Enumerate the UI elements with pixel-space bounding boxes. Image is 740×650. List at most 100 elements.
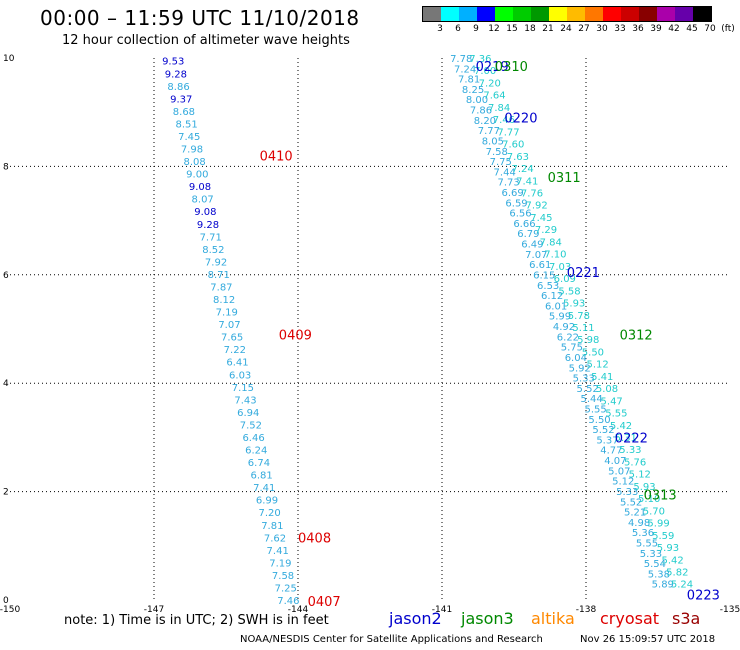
track3-point: 5.70 xyxy=(643,506,665,517)
track3-point: 5.41 xyxy=(591,372,613,383)
track3-point: 7.63 xyxy=(507,152,529,163)
track3-point: 5.08 xyxy=(596,384,618,395)
scale-label: 30 xyxy=(596,24,608,34)
track3-point: 5.11 xyxy=(572,323,594,334)
track3-point: 5.76 xyxy=(624,457,646,468)
track2-point: 5.55 xyxy=(636,539,658,550)
track3-point: 7.76 xyxy=(521,188,543,199)
track1-point: 9.37 xyxy=(170,94,192,105)
track3-point: 5.10 xyxy=(638,494,660,505)
track2-point: 6.79 xyxy=(517,229,539,240)
track3-point: 5.12 xyxy=(629,470,651,481)
track3-point: 7.84 xyxy=(488,103,510,114)
x-tick-label: -141 xyxy=(432,605,452,615)
track2-point: 6.61 xyxy=(529,260,551,271)
track3-point: 5.82 xyxy=(666,568,688,579)
track1-point: 9.53 xyxy=(162,57,184,68)
track2-point: 7.58 xyxy=(486,147,508,158)
track3-point: 7.00 xyxy=(474,66,496,77)
time-label: 0311 xyxy=(548,171,581,186)
scale-swatch xyxy=(441,7,459,21)
track2-point: 5.33 xyxy=(573,374,595,385)
track2-point: 7.07 xyxy=(525,250,547,261)
track3-point: 5.31 xyxy=(615,433,637,444)
scale-label: 36 xyxy=(632,24,644,34)
scale-swatch xyxy=(567,7,585,21)
track1-point: 7.58 xyxy=(272,571,294,582)
x-tick-label: -135 xyxy=(720,605,740,615)
scale-label: (ft) xyxy=(721,24,735,34)
scale-label: 33 xyxy=(614,24,626,34)
track3-point: 7.92 xyxy=(526,201,548,212)
time-label: 0310 xyxy=(495,60,528,75)
track3-point: 7.36 xyxy=(469,54,491,65)
track2-point: 6.01 xyxy=(545,301,567,312)
track3-point: 6.09 xyxy=(554,274,576,285)
track2-point: 7.81 xyxy=(458,75,480,86)
track2-point: 4.07 xyxy=(604,456,626,467)
track3-point: 7.03 xyxy=(549,262,571,273)
track2-point: 5.12 xyxy=(612,477,634,488)
legend-item-s3a: s3a xyxy=(672,609,701,628)
track1-point: 6.41 xyxy=(226,358,248,369)
track2-point: 5.07 xyxy=(608,466,630,477)
scale-label: 18 xyxy=(524,24,536,34)
track2-point: 5.54 xyxy=(644,559,666,570)
track1-point: 7.62 xyxy=(264,533,286,544)
y-tick-label: 4 xyxy=(3,379,9,389)
track3-point: 5.50 xyxy=(582,347,604,358)
scale-swatch xyxy=(657,7,675,21)
track1-point: 6.46 xyxy=(242,433,264,444)
track3-point: 7.41 xyxy=(516,176,538,187)
scale-swatch xyxy=(495,7,513,21)
y-tick-label: 10 xyxy=(3,54,15,64)
track1-point: 6.03 xyxy=(229,370,251,381)
track1-point: 7.87 xyxy=(210,282,232,293)
track1-point: 7.25 xyxy=(275,583,297,594)
track1-point: 8.86 xyxy=(167,82,189,93)
track2-point: 6.53 xyxy=(537,281,559,292)
track2-point: 7.73 xyxy=(498,178,520,189)
color-scale-labels: 3 6 9 12 15 18 21 24 27 30 33 36 39 42 45 70 (ft) xyxy=(422,22,735,36)
track2-point: 6.56 xyxy=(509,209,531,220)
time-label: 0407 xyxy=(308,595,341,610)
track3-point: 7.60 xyxy=(502,140,524,151)
track1-point: 8.52 xyxy=(202,245,224,256)
track2-point: 5.52 xyxy=(592,425,614,436)
track2-point: 6.66 xyxy=(513,219,535,230)
track3-point: 5.93 xyxy=(657,543,679,554)
track1-point: 7.07 xyxy=(218,320,240,331)
time-label: 0313 xyxy=(644,488,677,503)
track1-point: 8.51 xyxy=(175,119,197,130)
track2-point: 7.77 xyxy=(478,126,500,137)
track2-point: 7.86 xyxy=(470,106,492,117)
track2-point: 4.92 xyxy=(553,322,575,333)
track3-point: 5.42 xyxy=(610,421,632,432)
track2-point: 5.36 xyxy=(632,528,654,539)
track3-point: 7.64 xyxy=(483,91,505,102)
x-tick-label: -150 xyxy=(0,605,20,615)
track2-point: 7.78 xyxy=(450,54,472,65)
track1-point: 7.19 xyxy=(269,558,291,569)
track2-point: 5.44 xyxy=(581,394,603,405)
footer-date: Nov 26 15:09:57 UTC 2018 xyxy=(580,634,716,645)
scale-label: 24 xyxy=(560,24,572,34)
track2-point: 4.77 xyxy=(600,446,622,457)
track1-point: 7.71 xyxy=(200,232,222,243)
track3-point: 5.12 xyxy=(586,360,608,371)
track1-point: 7.19 xyxy=(216,308,238,319)
track2-point: 6.69 xyxy=(501,188,523,199)
track1-point: 7.98 xyxy=(181,145,203,156)
scale-swatch xyxy=(585,7,603,21)
track3-point: 7.77 xyxy=(497,127,519,138)
track2-point: 5.21 xyxy=(624,508,646,519)
footer-credit: NOAA/NESDIS Center for Satellite Applica… xyxy=(240,634,543,645)
track2-point: 7.44 xyxy=(494,167,516,178)
track1-point: 9.28 xyxy=(197,220,219,231)
track3-point: 5.24 xyxy=(671,580,693,591)
track2-point: 5.52 xyxy=(620,497,642,508)
track1-point: 7.46 xyxy=(277,596,299,607)
track1-point: 6.81 xyxy=(250,471,272,482)
track1-point: 7.45 xyxy=(178,132,200,143)
